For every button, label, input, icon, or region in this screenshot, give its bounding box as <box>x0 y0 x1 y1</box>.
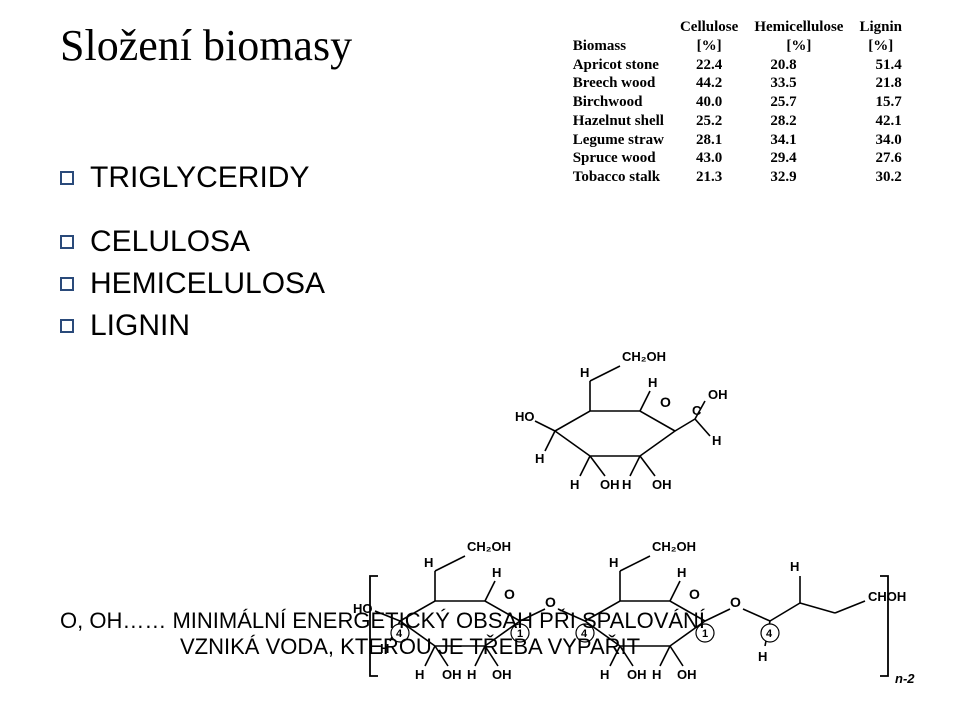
bullet-block-mid: CELULOSA HEMICELULOSA LIGNIN <box>60 225 910 343</box>
svg-text:HO: HO <box>515 409 535 424</box>
table-header-2: Biomass [%] [%] [%] <box>565 37 910 56</box>
svg-text:C: C <box>692 403 702 418</box>
bullet-label: TRIGLYCERIDY <box>90 161 309 195</box>
footer-line-2: VZNIKÁ VODA, KTEROU JE TŘEBA VYPAŘIT <box>60 634 705 660</box>
svg-text:O: O <box>660 394 671 410</box>
bullet-marker-icon <box>60 277 74 291</box>
list-item: TRIGLYCERIDY <box>60 161 480 195</box>
svg-text:n-2: n-2 <box>895 671 915 686</box>
bullet-marker-icon <box>60 171 74 185</box>
bullet-block-top: TRIGLYCERIDY <box>60 161 480 195</box>
svg-text:CH₂OH: CH₂OH <box>467 539 511 554</box>
table-row: Birchwood40.025.715.7 <box>565 93 910 112</box>
svg-text:H: H <box>580 365 589 380</box>
svg-text:H: H <box>424 555 433 570</box>
svg-text:H: H <box>492 565 501 580</box>
list-item: HEMICELULOSA <box>60 267 910 301</box>
list-item: LIGNIN <box>60 309 910 343</box>
bullet-label: LIGNIN <box>90 309 190 343</box>
list-item: CELULOSA <box>60 225 910 259</box>
composition-table: Cellulose Hemicellulose Lignin Biomass [… <box>565 18 910 187</box>
svg-text:O: O <box>689 586 700 602</box>
svg-text:H: H <box>609 555 618 570</box>
svg-text:H: H <box>570 477 579 492</box>
svg-text:CH₂OH: CH₂OH <box>622 349 666 364</box>
svg-text:4: 4 <box>766 628 773 640</box>
svg-text:CH₂OH: CH₂OH <box>652 539 696 554</box>
svg-text:H: H <box>535 451 544 466</box>
table-row: Breech wood44.233.521.8 <box>565 74 910 93</box>
svg-text:H: H <box>600 667 609 682</box>
footer-line-1: O, OH…… MINIMÁLNÍ ENERGETICKÝ OBSAH PŘI … <box>60 608 705 634</box>
svg-text:OH: OH <box>627 667 647 682</box>
svg-text:O: O <box>730 594 741 610</box>
table-row: Spruce wood43.029.427.6 <box>565 149 910 168</box>
bullet-marker-icon <box>60 235 74 249</box>
bullet-marker-icon <box>60 319 74 333</box>
svg-text:H: H <box>677 565 686 580</box>
svg-text:H: H <box>648 375 657 390</box>
bullet-label: HEMICELULOSA <box>90 267 325 301</box>
footer-note: O, OH…… MINIMÁLNÍ ENERGETICKÝ OBSAH PŘI … <box>60 608 705 660</box>
svg-text:OH: OH <box>652 477 672 492</box>
svg-text:H: H <box>622 477 631 492</box>
svg-text:OH: OH <box>708 387 728 402</box>
bullet-label: CELULOSA <box>90 225 250 259</box>
svg-text:H: H <box>758 649 767 664</box>
svg-text:OH: OH <box>677 667 697 682</box>
svg-text:CHOH: CHOH <box>868 589 906 604</box>
monosaccharide-structure-icon: CH₂OH HO H H OH H OH H O C OH H H <box>500 341 730 516</box>
svg-text:H: H <box>790 559 799 574</box>
table-row: Legume straw28.134.134.0 <box>565 131 910 150</box>
svg-text:H: H <box>467 667 476 682</box>
svg-text:OH: OH <box>492 667 512 682</box>
svg-text:O: O <box>504 586 515 602</box>
table-row: Apricot stone22.420.851.4 <box>565 56 910 75</box>
svg-text:H: H <box>415 667 424 682</box>
svg-text:H: H <box>712 433 721 448</box>
svg-text:H: H <box>652 667 661 682</box>
table-row: Tobacco stalk21.332.930.2 <box>565 168 910 187</box>
table-row: Hazelnut shell25.228.242.1 <box>565 112 910 131</box>
table-header-1: Cellulose Hemicellulose Lignin <box>565 18 910 37</box>
svg-text:OH: OH <box>442 667 462 682</box>
svg-text:OH: OH <box>600 477 620 492</box>
